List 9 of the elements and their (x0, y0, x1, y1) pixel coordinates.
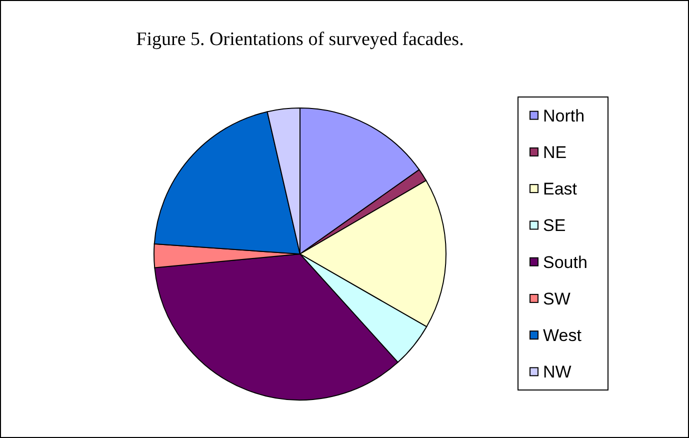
legend-label: SW (543, 289, 570, 308)
legend-label: North (543, 106, 585, 126)
legend-label: West (543, 326, 582, 346)
legend-label: NW (543, 362, 572, 382)
legend-label: South (543, 252, 588, 272)
chart-title: Figure 5. Orientations of surveyed facades. (136, 29, 464, 50)
legend-label: East (543, 180, 578, 199)
legend-label: SE (543, 216, 566, 236)
legend-label: NE (543, 142, 567, 162)
